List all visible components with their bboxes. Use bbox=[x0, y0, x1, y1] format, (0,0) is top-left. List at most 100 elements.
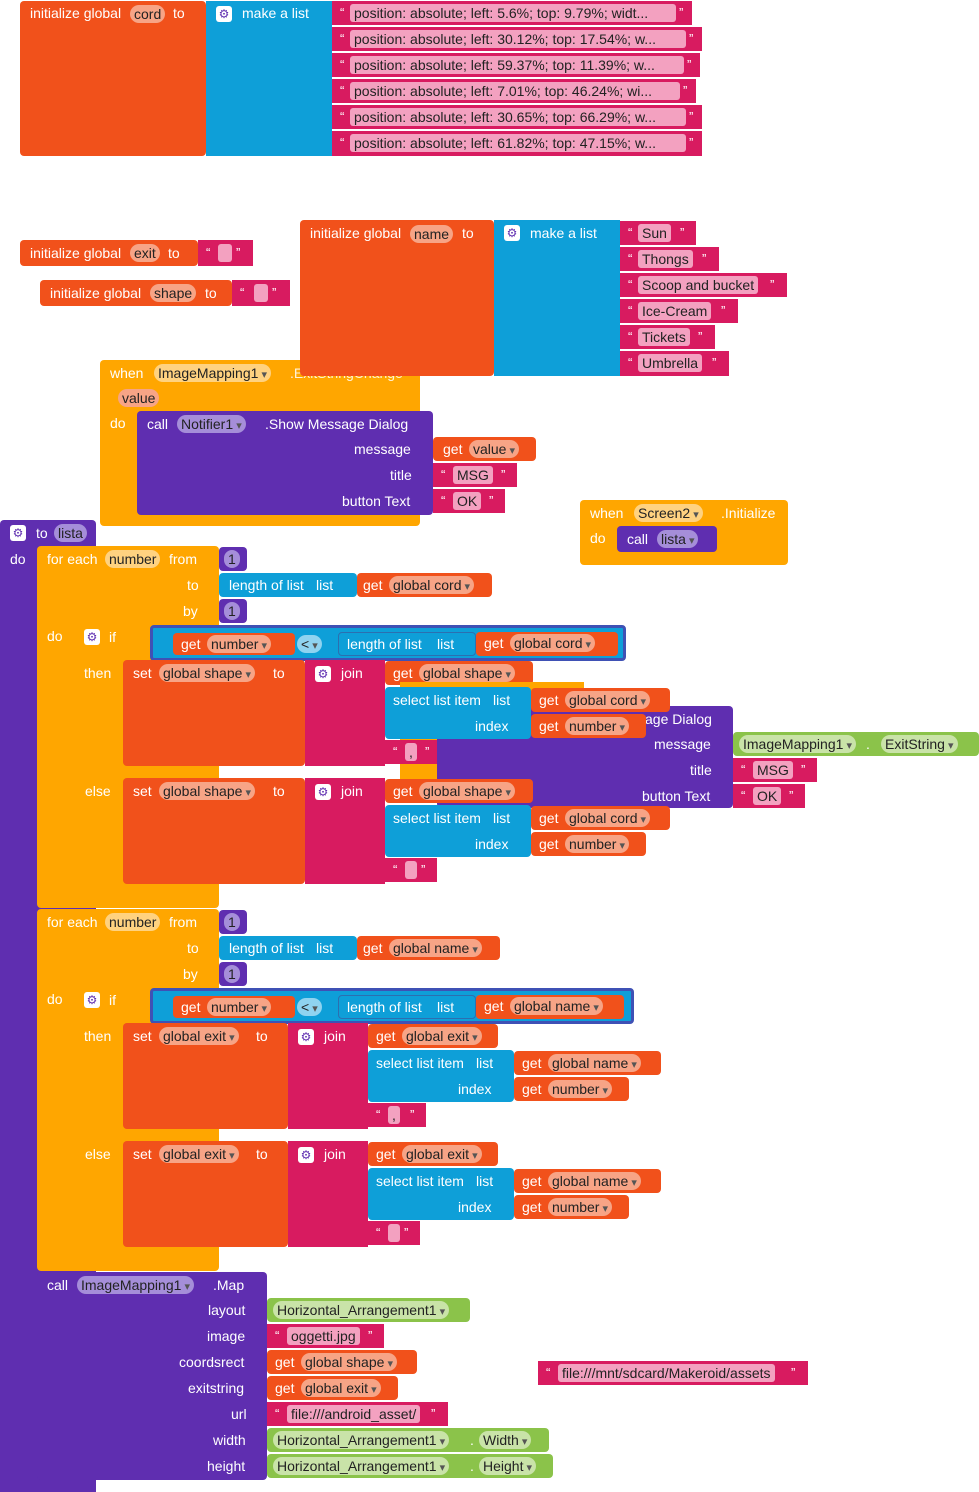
compare-block-1[interactable]: get number < length of list list get glo… bbox=[150, 625, 626, 661]
var-dropdown[interactable]: global exit bbox=[159, 1145, 239, 1163]
string-value[interactable]: Tickets bbox=[638, 328, 690, 346]
separator-string-then-2[interactable]: “ , ” bbox=[368, 1103, 426, 1127]
var-dropdown[interactable]: number bbox=[548, 1080, 613, 1098]
call-imagemapping-map[interactable]: call ImageMapping1 .Map layout image coo… bbox=[37, 1272, 267, 1480]
gear-icon[interactable]: ⚙ bbox=[315, 784, 331, 800]
length-of-list-1[interactable]: length of list list bbox=[219, 573, 357, 597]
cord-string-5[interactable]: “ position: absolute; left: 61.82%; top:… bbox=[332, 131, 702, 156]
component-dropdown[interactable]: Notifier1 bbox=[177, 415, 246, 433]
string-value[interactable] bbox=[254, 284, 268, 302]
var-dropdown[interactable]: number bbox=[548, 1198, 613, 1216]
number-value[interactable]: 1 bbox=[224, 602, 240, 620]
get-global-shape[interactable]: get global shape bbox=[385, 661, 533, 685]
var-dropdown[interactable]: number bbox=[207, 998, 272, 1016]
set-global-exit-else[interactable]: set global exit to bbox=[123, 1141, 288, 1247]
get-number[interactable]: get number bbox=[531, 832, 646, 856]
string-value[interactable] bbox=[388, 1224, 400, 1242]
string-value[interactable]: file:///android_asset/ bbox=[287, 1405, 421, 1423]
sdcard-string[interactable]: “ file:///mnt/sdcard/Makeroid/assets ” bbox=[538, 1361, 808, 1385]
loop-var-number[interactable]: number bbox=[105, 550, 161, 568]
string-value[interactable]: Scoop and bucket bbox=[638, 276, 759, 294]
number-value[interactable]: 1 bbox=[224, 965, 240, 983]
component-dropdown[interactable]: ImageMapping1 bbox=[154, 364, 271, 382]
get-global-exit[interactable]: get global exit bbox=[368, 1142, 498, 1166]
cord-string-4[interactable]: “ position: absolute; left: 30.65%; top:… bbox=[332, 105, 702, 129]
string-value[interactable]: MSG bbox=[753, 761, 793, 779]
get-global-shape[interactable]: get global shape bbox=[267, 1350, 417, 1374]
call-notifier-show-dialog[interactable]: call Notifier1 .Show Message Dialog mess… bbox=[137, 411, 433, 515]
gear-icon[interactable]: ⚙ bbox=[298, 1029, 314, 1045]
number-from-1[interactable]: 1 bbox=[219, 547, 247, 571]
string-value[interactable]: Thongs bbox=[638, 250, 693, 268]
separator-string-then[interactable]: “ , ” bbox=[385, 740, 437, 764]
component-dropdown[interactable]: Screen2 bbox=[634, 504, 703, 522]
name-string-2[interactable]: “ Scoop and bucket ” bbox=[620, 273, 787, 297]
string-value[interactable]: Ice-Cream bbox=[638, 302, 712, 320]
arrangement-width-getter[interactable]: Horizontal_Arrangement1 . Width bbox=[267, 1428, 549, 1452]
string-value[interactable]: position: absolute; left: 30.12%; top: 1… bbox=[350, 30, 686, 48]
select-list-item-then-2[interactable]: select list item list index bbox=[368, 1050, 514, 1102]
init-global-exit-block[interactable]: initialize global exit to bbox=[20, 240, 198, 266]
string-value[interactable]: OK bbox=[753, 787, 782, 805]
imagemapping-exitstring-getter[interactable]: ImageMapping1 . ExitString bbox=[733, 732, 979, 756]
button-text-string[interactable]: “ OK ” bbox=[433, 489, 505, 513]
name-string-0[interactable]: “ Sun ” bbox=[620, 221, 696, 245]
var-dropdown[interactable]: global shape bbox=[419, 782, 515, 800]
property-dropdown[interactable]: ExitString bbox=[881, 735, 958, 753]
var-dropdown[interactable]: global shape bbox=[301, 1353, 397, 1371]
string-value[interactable]: file:///mnt/sdcard/Makeroid/assets bbox=[558, 1364, 775, 1382]
var-dropdown[interactable]: global cord bbox=[510, 634, 596, 652]
set-global-shape-then[interactable]: set global shape to bbox=[123, 660, 305, 766]
property-dropdown[interactable]: Width bbox=[479, 1431, 532, 1449]
var-name-exit[interactable]: exit bbox=[130, 244, 160, 262]
number-by-1[interactable]: 1 bbox=[219, 962, 247, 986]
get-number[interactable]: get number bbox=[514, 1077, 629, 1101]
number-value[interactable]: 1 bbox=[224, 550, 240, 568]
var-dropdown[interactable]: global exit bbox=[402, 1145, 482, 1163]
cord-string-2[interactable]: “ position: absolute; left: 59.37%; top:… bbox=[332, 53, 700, 77]
var-dropdown[interactable]: global shape bbox=[159, 782, 255, 800]
component-dropdown[interactable]: Horizontal_Arrangement1 bbox=[273, 1431, 450, 1449]
init-global-cord-block[interactable]: initialize global cord to bbox=[20, 1, 206, 156]
gear-icon[interactable]: ⚙ bbox=[315, 666, 331, 682]
string-value[interactable] bbox=[405, 861, 417, 879]
component-dropdown[interactable]: Horizontal_Arrangement1 bbox=[273, 1301, 450, 1319]
gear-icon[interactable]: ⚙ bbox=[216, 6, 232, 22]
name-string-1[interactable]: “ Thongs ” bbox=[620, 247, 719, 271]
get-number[interactable]: get number bbox=[173, 633, 295, 655]
var-dropdown[interactable]: global shape bbox=[159, 664, 255, 682]
gear-icon[interactable]: ⚙ bbox=[504, 225, 520, 241]
init-global-name-block[interactable]: initialize global name to bbox=[300, 220, 494, 376]
make-a-list-cord-block[interactable]: ⚙ make a list bbox=[206, 1, 332, 156]
length-of-list-2[interactable]: length of list list bbox=[219, 936, 357, 960]
gear-icon[interactable]: ⚙ bbox=[84, 629, 100, 645]
empty-string-else-2[interactable]: “ ” bbox=[368, 1221, 420, 1245]
gear-icon[interactable]: ⚙ bbox=[84, 992, 100, 1008]
component-dropdown[interactable]: Horizontal_Arrangement1 bbox=[273, 1457, 450, 1475]
string-value[interactable]: Umbrella bbox=[638, 354, 703, 372]
operator-dropdown[interactable]: < bbox=[297, 635, 322, 653]
get-global-cord[interactable]: get global cord bbox=[476, 632, 618, 656]
name-string-5[interactable]: “ Umbrella ” bbox=[620, 351, 729, 376]
empty-string-else[interactable]: “ ” bbox=[385, 858, 437, 882]
var-dropdown[interactable]: global exit bbox=[159, 1027, 239, 1045]
gear-icon[interactable]: ⚙ bbox=[10, 525, 26, 541]
procedure-name[interactable]: lista bbox=[54, 524, 87, 542]
image-string[interactable]: “ oggetti.jpg ” bbox=[267, 1324, 384, 1348]
string-value[interactable]: Sun bbox=[638, 224, 671, 242]
var-dropdown[interactable]: global shape bbox=[419, 664, 515, 682]
init-global-shape-block[interactable]: initialize global shape to bbox=[40, 280, 232, 306]
component-dropdown[interactable]: ImageMapping1 bbox=[739, 735, 856, 753]
join-block-else[interactable]: ⚙ join bbox=[305, 778, 385, 884]
var-name-name[interactable]: name bbox=[410, 225, 454, 243]
component-dropdown[interactable]: ImageMapping1 bbox=[77, 1276, 194, 1294]
join-block-else-2[interactable]: ⚙ join bbox=[288, 1141, 368, 1247]
string-value[interactable]: OK bbox=[453, 492, 482, 510]
string-value[interactable]: MSG bbox=[453, 466, 493, 484]
cord-string-1[interactable]: “ position: absolute; left: 30.12%; top:… bbox=[332, 27, 702, 51]
layout-component-block[interactable]: Horizontal_Arrangement1 bbox=[267, 1298, 470, 1322]
get-global-name[interactable]: get global name bbox=[514, 1051, 661, 1075]
url-string[interactable]: “ file:///android_asset/ ” bbox=[267, 1402, 448, 1426]
get-global-cord[interactable]: get global cord bbox=[357, 573, 492, 597]
string-value[interactable]: position: absolute; left: 30.65%; top: 6… bbox=[350, 108, 686, 126]
